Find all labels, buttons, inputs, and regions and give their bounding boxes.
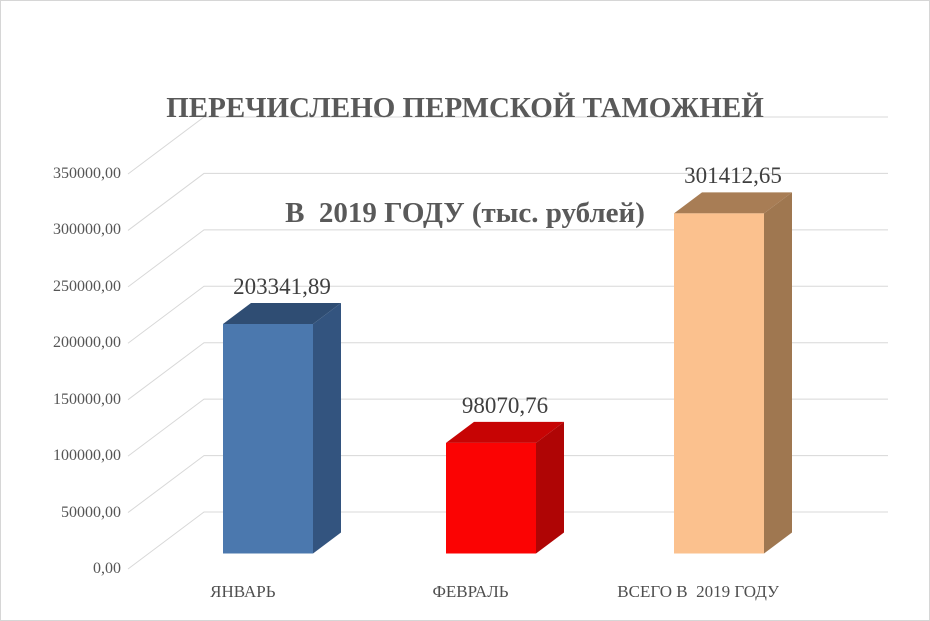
bar-1-side-face <box>313 303 341 554</box>
bar-2-front-face <box>446 442 536 554</box>
y-axis-tick-label: 50000,00 <box>61 503 121 521</box>
bar-3-side-face <box>764 192 792 554</box>
bar-data-label: 98070,76 <box>461 392 549 418</box>
bar-3-top-face <box>674 192 792 214</box>
gridline-100000 <box>127 398 888 457</box>
gridline-300000 <box>127 172 888 231</box>
y-axis-tick-label: 200000,00 <box>53 334 121 352</box>
chart-title-line1: ПЕРЕЧИСЛЕНО ПЕРМСКОЙ ТАМОЖНЕЙ <box>166 92 764 124</box>
gridline-150000 <box>127 342 888 401</box>
gridline-200000 <box>127 285 888 344</box>
y-axis-tick-label: 300000,00 <box>53 221 121 239</box>
gridline-350000 <box>127 116 888 175</box>
bar-data-label: 301412,65 <box>684 163 782 189</box>
bar-2-side-face <box>536 421 564 554</box>
y-axis-tick-label: 350000,00 <box>53 164 121 182</box>
bar-1-front-face <box>223 324 313 554</box>
gridline-50000 <box>127 455 888 513</box>
x-axis-category-label: ВСЕГО В 2019 ГОДУ <box>617 582 780 601</box>
y-axis-tick-label: 250000,00 <box>53 277 121 295</box>
chart-title: ПЕРЕЧИСЛЕНО ПЕРМСКОЙ ТАМОЖНЕЙ В 2019 ГОД… <box>1 21 929 301</box>
gridline-0 <box>127 511 888 570</box>
bar-3-front-face <box>674 213 764 554</box>
x-axis-category-label: ФЕВРАЛЬ <box>432 582 509 601</box>
y-axis-tick-label: 100000,00 <box>53 447 121 465</box>
y-axis-tick-label: 0,00 <box>93 560 121 577</box>
bar-1-top-face <box>223 303 341 325</box>
bar-data-label: 203341,89 <box>233 274 331 299</box>
chart-title-line2: В 2019 ГОДУ (тыс. рублей) <box>285 197 645 229</box>
y-axis-tick-label: 150000,00 <box>53 390 121 408</box>
x-axis-category-label: ЯНВАРЬ <box>210 582 276 601</box>
bar-2-top-face <box>446 421 564 443</box>
gridline-250000 <box>127 229 888 288</box>
